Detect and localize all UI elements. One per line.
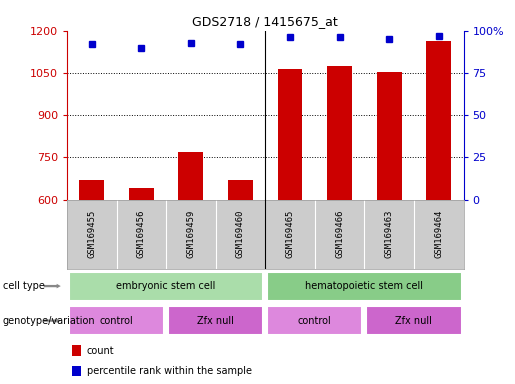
Text: hematopoietic stem cell: hematopoietic stem cell — [305, 281, 423, 291]
Text: percentile rank within the sample: percentile rank within the sample — [87, 366, 251, 376]
Bar — [228, 180, 253, 200]
Text: Zfx null: Zfx null — [197, 316, 234, 326]
Bar — [327, 66, 352, 200]
Title: GDS2718 / 1415675_at: GDS2718 / 1415675_at — [192, 15, 338, 28]
Bar — [267, 306, 363, 335]
Text: Zfx null: Zfx null — [396, 316, 433, 326]
Bar — [278, 69, 302, 200]
Text: GSM169466: GSM169466 — [335, 210, 344, 258]
Text: GSM169460: GSM169460 — [236, 210, 245, 258]
Text: control: control — [99, 316, 133, 326]
Bar — [267, 271, 461, 301]
Text: embryonic stem cell: embryonic stem cell — [116, 281, 216, 291]
Bar — [69, 271, 263, 301]
Text: GSM169456: GSM169456 — [137, 210, 146, 258]
Bar — [79, 180, 104, 200]
Text: GSM169459: GSM169459 — [186, 210, 195, 258]
Text: cell type: cell type — [3, 281, 44, 291]
Text: GSM169465: GSM169465 — [285, 210, 295, 258]
Bar — [426, 41, 451, 200]
Bar — [129, 189, 153, 200]
Text: control: control — [298, 316, 332, 326]
Text: GSM169455: GSM169455 — [87, 210, 96, 258]
Text: count: count — [87, 346, 114, 356]
Bar — [168, 306, 263, 335]
Bar — [377, 71, 402, 200]
Bar — [366, 306, 461, 335]
Bar — [179, 152, 203, 200]
Text: GSM169464: GSM169464 — [434, 210, 443, 258]
Text: GSM169463: GSM169463 — [385, 210, 393, 258]
Bar — [69, 306, 164, 335]
Text: genotype/variation: genotype/variation — [3, 316, 95, 326]
